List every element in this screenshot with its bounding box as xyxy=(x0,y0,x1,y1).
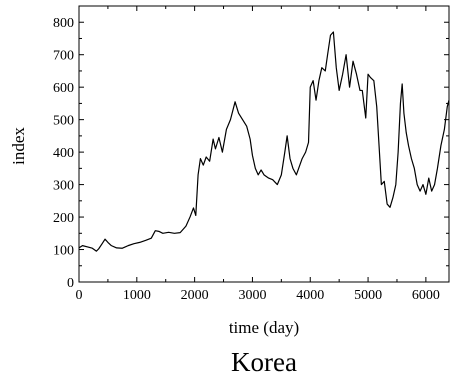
x-tick-label: 1000 xyxy=(123,288,151,303)
y-tick-label: 500 xyxy=(53,114,74,129)
y-tick-label: 200 xyxy=(53,211,74,226)
series-line xyxy=(78,31,450,252)
y-tick-label: 700 xyxy=(53,49,74,64)
y-tick-label: 800 xyxy=(53,16,74,31)
plot-frame xyxy=(78,5,450,283)
x-tick-label: 5000 xyxy=(354,288,382,303)
y-tick-label: 300 xyxy=(53,179,74,194)
x-tick-label: 2000 xyxy=(181,288,209,303)
x-tick-label: 6000 xyxy=(412,288,440,303)
x-tick-label: 4000 xyxy=(296,288,324,303)
x-tick-label: 3000 xyxy=(238,288,266,303)
y-axis-title: index xyxy=(9,127,28,165)
x-axis-title: time (day) xyxy=(229,318,299,337)
y-tick-label: 100 xyxy=(53,244,74,259)
y-tick-label: 600 xyxy=(53,81,74,96)
x-tick-label: 0 xyxy=(76,288,83,303)
y-tick-label: 400 xyxy=(53,146,74,161)
chart-title: Korea xyxy=(231,347,297,377)
y-tick-label: 0 xyxy=(67,276,74,291)
